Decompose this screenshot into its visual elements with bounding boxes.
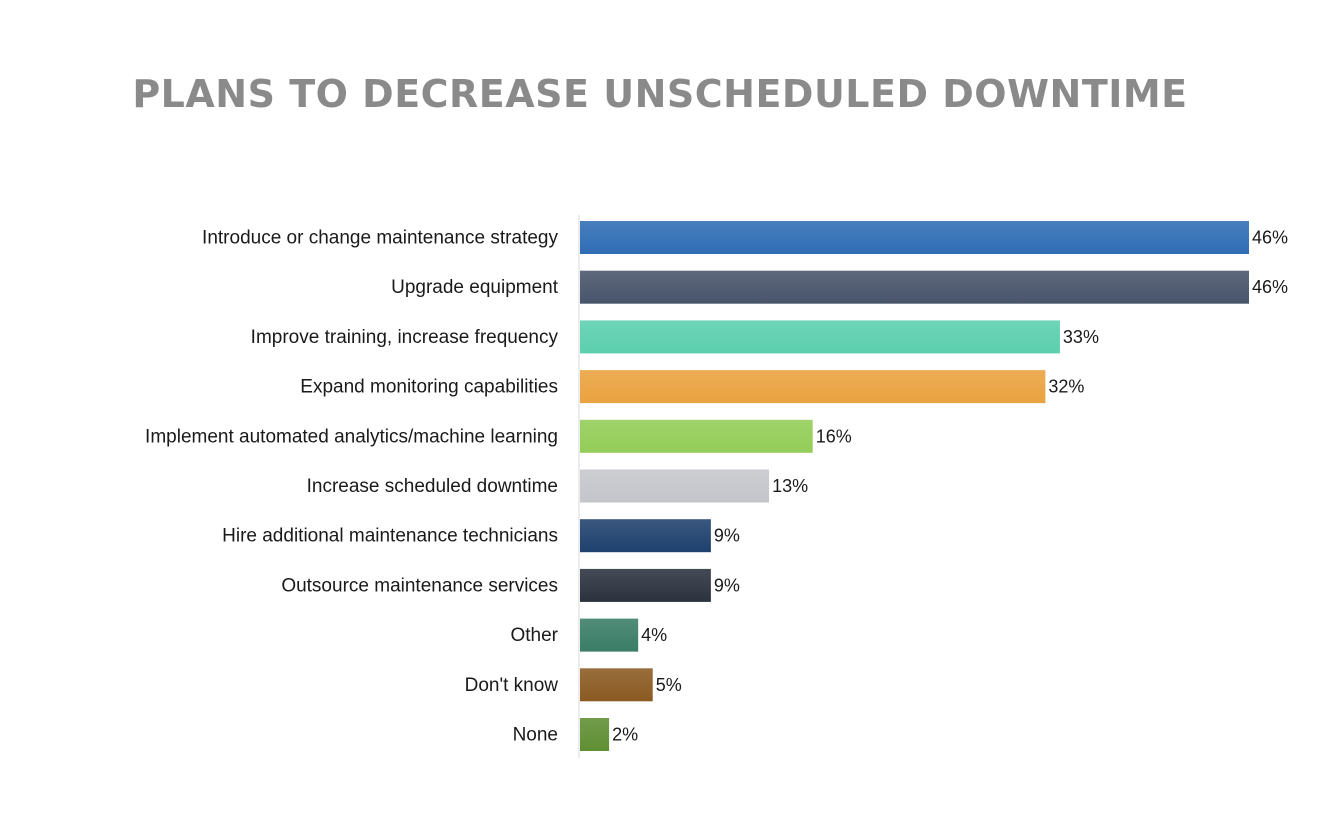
- category-label: Upgrade equipment: [391, 277, 559, 298]
- category-label: Hire additional maintenance technicians: [222, 526, 558, 547]
- category-label: Increase scheduled downtime: [307, 476, 558, 497]
- value-label: 9%: [714, 575, 740, 595]
- category-label: Implement automated analytics/machine le…: [145, 426, 558, 447]
- category-label: Improve training, increase frequency: [251, 327, 559, 348]
- bar-6: [580, 519, 711, 553]
- bar-3: [580, 370, 1046, 404]
- chart-title: PLANS TO DECREASE UNSCHEDULED DOWNTIME: [132, 72, 1188, 116]
- bar-10: [580, 718, 610, 751]
- value-label: 46%: [1252, 277, 1288, 297]
- value-label: 46%: [1252, 228, 1288, 248]
- value-label: 16%: [816, 426, 852, 446]
- bar-9: [580, 668, 653, 702]
- category-label: Introduce or change maintenance strategy: [202, 228, 558, 249]
- value-label: 33%: [1063, 327, 1099, 347]
- value-label: 13%: [772, 476, 808, 496]
- value-label: 9%: [714, 526, 740, 546]
- category-label: Outsource maintenance services: [281, 575, 558, 596]
- category-label: None: [513, 725, 558, 746]
- bar-1: [580, 270, 1249, 304]
- value-label: 5%: [656, 675, 682, 695]
- bar-8: [580, 618, 639, 652]
- category-label: Expand monitoring capabilities: [300, 377, 558, 398]
- bar-4: [580, 419, 813, 453]
- bar-5: [580, 469, 770, 503]
- bar-7: [580, 568, 711, 602]
- bar-0: [580, 221, 1249, 254]
- value-label: 4%: [641, 625, 667, 645]
- category-label: Don't know: [465, 675, 559, 696]
- category-label: Other: [510, 625, 558, 646]
- value-label: 32%: [1048, 377, 1084, 397]
- bar-group: Introduce or change maintenance strategy…: [145, 221, 1288, 751]
- bar-2: [580, 320, 1060, 354]
- value-label: 2%: [612, 725, 638, 745]
